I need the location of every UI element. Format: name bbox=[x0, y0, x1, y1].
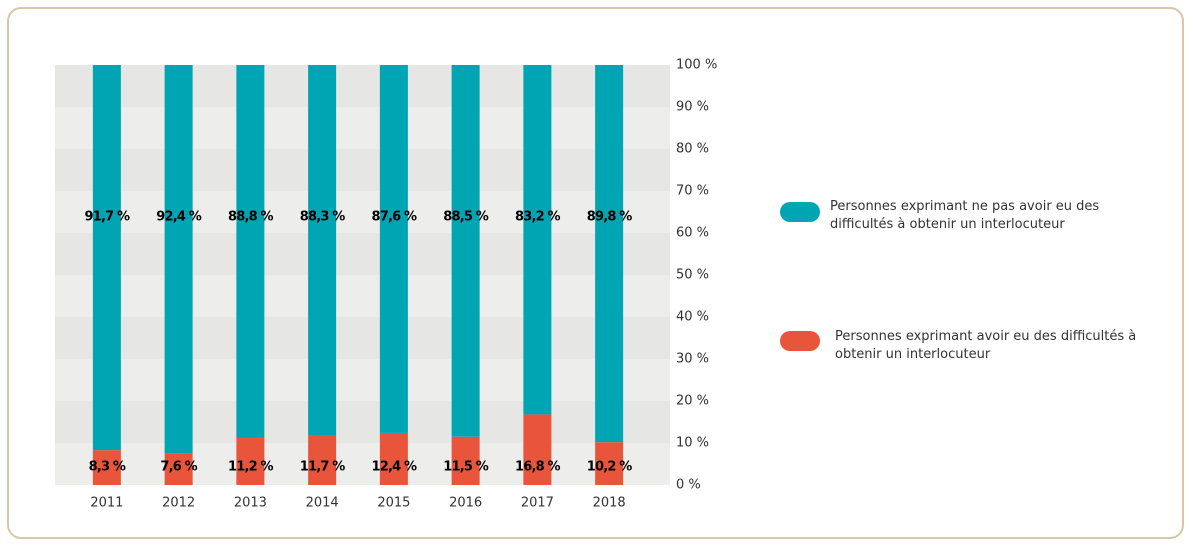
value-label: 11,7 % bbox=[300, 460, 346, 475]
value-label: 88,8 % bbox=[228, 210, 274, 225]
bar-segment bbox=[308, 435, 337, 485]
y-tick-label: 50 % bbox=[676, 268, 709, 283]
y-tick-label: 0 % bbox=[676, 478, 701, 493]
bar-segment bbox=[379, 65, 408, 433]
grid-band bbox=[55, 149, 670, 191]
value-label: 89,8 % bbox=[587, 210, 633, 225]
bar-segment bbox=[523, 414, 552, 485]
x-tick-label: 2011 bbox=[90, 496, 123, 511]
legend-swatch bbox=[780, 331, 820, 351]
grid-band bbox=[55, 317, 670, 359]
grid-band bbox=[55, 191, 670, 233]
bar-segment bbox=[308, 65, 337, 436]
x-tick-label: 2012 bbox=[162, 496, 195, 511]
bar-segment bbox=[451, 65, 480, 437]
value-label: 11,5 % bbox=[443, 460, 489, 475]
value-label: 91,7 % bbox=[84, 210, 130, 225]
value-label: 92,4 % bbox=[156, 210, 202, 225]
bar-segment bbox=[164, 453, 193, 485]
grid-band bbox=[55, 275, 670, 317]
y-tick-label: 90 % bbox=[676, 100, 709, 115]
y-tick-label: 100 % bbox=[676, 58, 717, 73]
bar-segment bbox=[92, 450, 121, 485]
legend-label: Personnes exprimant ne pas avoir eu des … bbox=[830, 199, 1100, 232]
value-label: 88,3 % bbox=[300, 210, 346, 225]
card bbox=[7, 7, 1184, 539]
grid-band bbox=[55, 401, 670, 443]
bar-segment bbox=[523, 65, 552, 415]
bar-segment bbox=[92, 65, 121, 451]
grid-band bbox=[55, 65, 670, 107]
y-tick-label: 80 % bbox=[676, 142, 709, 157]
y-tick-label: 60 % bbox=[676, 226, 709, 241]
x-tick-label: 2014 bbox=[306, 496, 339, 511]
value-label: 16,8 % bbox=[515, 460, 561, 475]
value-label: 88,5 % bbox=[443, 210, 489, 225]
x-tick-label: 2013 bbox=[234, 496, 267, 511]
legend-swatch bbox=[780, 202, 820, 222]
y-tick-label: 70 % bbox=[676, 184, 709, 199]
y-tick-label: 30 % bbox=[676, 352, 709, 367]
grid-band bbox=[55, 107, 670, 149]
bar-segment bbox=[595, 442, 624, 485]
bar-segment bbox=[236, 65, 265, 438]
y-tick-label: 10 % bbox=[676, 436, 709, 451]
grid-band bbox=[55, 359, 670, 401]
grid-band bbox=[55, 443, 670, 485]
bar-segment bbox=[595, 65, 624, 443]
grid-band bbox=[55, 233, 670, 275]
y-tick-label: 40 % bbox=[676, 310, 709, 325]
legend-label: Personnes exprimant avoir eu des difficu… bbox=[835, 329, 1137, 362]
value-label: 10,2 % bbox=[587, 460, 633, 475]
value-label: 12,4 % bbox=[371, 460, 417, 475]
x-tick-label: 2017 bbox=[521, 496, 554, 511]
value-label: 11,2 % bbox=[228, 460, 274, 475]
bar-segment bbox=[236, 437, 265, 485]
x-tick-label: 2016 bbox=[449, 496, 482, 511]
value-label: 87,6 % bbox=[371, 210, 417, 225]
bar-segment bbox=[164, 65, 193, 454]
value-label: 7,6 % bbox=[160, 460, 197, 475]
value-label: 83,2 % bbox=[515, 210, 561, 225]
bar-segment bbox=[451, 436, 480, 485]
value-label: 8,3 % bbox=[89, 460, 126, 475]
x-tick-label: 2018 bbox=[593, 496, 626, 511]
x-tick-label: 2015 bbox=[377, 496, 410, 511]
y-tick-label: 20 % bbox=[676, 394, 709, 409]
bar-segment bbox=[379, 432, 408, 485]
